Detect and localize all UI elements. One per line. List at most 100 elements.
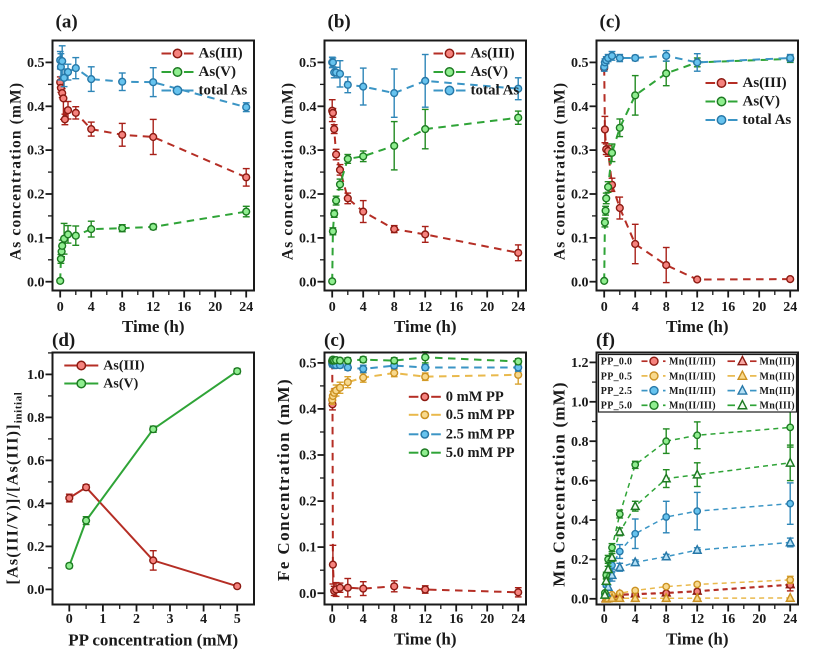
svg-text:8: 8 xyxy=(663,612,670,627)
svg-text:8: 8 xyxy=(119,300,126,315)
svg-text:16: 16 xyxy=(449,300,463,315)
svg-text:0.0: 0.0 xyxy=(571,275,589,290)
svg-text:As concentration (mM): As concentration (mM) xyxy=(280,82,297,260)
svg-text:PP_0.5: PP_0.5 xyxy=(601,371,633,382)
svg-text:Mn(II/III): Mn(II/III) xyxy=(669,371,716,382)
svg-text:16: 16 xyxy=(721,300,735,315)
svg-text:0.2: 0.2 xyxy=(27,188,45,203)
svg-text:8: 8 xyxy=(391,300,398,315)
svg-text:0.4: 0.4 xyxy=(571,514,589,529)
svg-text:total As: total As xyxy=(471,83,520,99)
svg-text:0.0: 0.0 xyxy=(299,587,317,602)
svg-text:0: 0 xyxy=(329,612,336,627)
svg-text:As concentration (mM): As concentration (mM) xyxy=(552,82,569,260)
svg-text:0.4: 0.4 xyxy=(571,100,589,115)
svg-text:0.8: 0.8 xyxy=(571,435,589,450)
svg-text:0: 0 xyxy=(329,300,336,315)
svg-text:0.0: 0.0 xyxy=(299,275,317,290)
svg-text:0.8: 0.8 xyxy=(27,411,45,426)
svg-text:0: 0 xyxy=(601,612,608,627)
svg-text:Fe Concentration (mM): Fe Concentration (mM) xyxy=(274,378,293,581)
svg-text:As(III): As(III) xyxy=(103,359,145,374)
svg-text:As(V): As(V) xyxy=(743,94,781,110)
svg-text:0.3: 0.3 xyxy=(299,449,317,464)
svg-text:Time (h): Time (h) xyxy=(122,317,185,336)
svg-text:(c): (c) xyxy=(324,330,345,351)
svg-text:Mn(II/III): Mn(II/III) xyxy=(669,386,716,397)
svg-text:0.0: 0.0 xyxy=(27,583,45,598)
svg-text:20: 20 xyxy=(480,300,494,315)
svg-text:PP_2.5: PP_2.5 xyxy=(601,386,633,397)
svg-text:Mn Concentration (mM): Mn Concentration (mM) xyxy=(549,381,568,587)
svg-text:4: 4 xyxy=(632,612,639,627)
svg-text:4: 4 xyxy=(88,300,95,315)
svg-text:Time (h): Time (h) xyxy=(666,317,729,336)
svg-text:0.4: 0.4 xyxy=(27,497,45,512)
svg-text:Mn(III): Mn(III) xyxy=(760,401,795,412)
svg-text:12: 12 xyxy=(690,612,704,627)
svg-text:0.6: 0.6 xyxy=(27,454,45,469)
svg-text:0.5: 0.5 xyxy=(299,56,317,71)
svg-text:Mn(III): Mn(III) xyxy=(760,357,795,368)
svg-text:0.5: 0.5 xyxy=(571,56,589,71)
svg-text:2: 2 xyxy=(133,612,140,627)
svg-text:8: 8 xyxy=(391,612,398,627)
svg-text:12: 12 xyxy=(146,300,160,315)
svg-text:total As: total As xyxy=(199,83,248,99)
svg-text:As(III): As(III) xyxy=(199,46,243,62)
svg-text:0.3: 0.3 xyxy=(299,144,317,159)
svg-text:PP_5.0: PP_5.0 xyxy=(601,401,633,412)
svg-text:0.2: 0.2 xyxy=(571,188,589,203)
svg-text:0.1: 0.1 xyxy=(299,541,317,556)
svg-text:As(V): As(V) xyxy=(471,64,509,80)
svg-text:PP_0.0: PP_0.0 xyxy=(601,357,633,368)
svg-text:4: 4 xyxy=(360,612,367,627)
svg-text:8: 8 xyxy=(663,300,670,315)
svg-text:As concentration (mM): As concentration (mM) xyxy=(8,82,25,260)
svg-text:(b): (b) xyxy=(328,12,351,33)
svg-text:20: 20 xyxy=(752,612,766,627)
svg-text:24: 24 xyxy=(511,300,525,315)
svg-text:16: 16 xyxy=(721,612,735,627)
svg-text:As(V): As(V) xyxy=(199,64,237,80)
svg-text:3: 3 xyxy=(167,612,174,627)
svg-text:0: 0 xyxy=(57,300,64,315)
svg-text:(a): (a) xyxy=(56,12,78,33)
svg-text:0.2: 0.2 xyxy=(571,553,589,568)
svg-text:5: 5 xyxy=(234,612,241,627)
svg-text:0.5: 0.5 xyxy=(299,357,317,372)
svg-text:Time (h): Time (h) xyxy=(666,630,729,649)
svg-text:0.6: 0.6 xyxy=(571,474,589,489)
svg-text:0 mM PP: 0 mM PP xyxy=(446,389,504,405)
svg-text:4: 4 xyxy=(360,300,367,315)
svg-text:Mn(III): Mn(III) xyxy=(760,386,795,397)
svg-text:1.0: 1.0 xyxy=(27,368,45,383)
svg-text:20: 20 xyxy=(480,612,494,627)
svg-text:1.2: 1.2 xyxy=(571,356,589,371)
svg-text:0.4: 0.4 xyxy=(27,100,45,115)
svg-text:0.3: 0.3 xyxy=(27,144,45,159)
svg-text:Time (h): Time (h) xyxy=(394,630,457,649)
svg-text:16: 16 xyxy=(449,612,463,627)
svg-text:0.0: 0.0 xyxy=(27,275,45,290)
svg-text:20: 20 xyxy=(208,300,222,315)
svg-text:0.1: 0.1 xyxy=(299,232,317,247)
svg-text:12: 12 xyxy=(690,300,704,315)
svg-text:0.4: 0.4 xyxy=(299,100,317,115)
svg-text:0.1: 0.1 xyxy=(27,232,45,247)
svg-text:16: 16 xyxy=(177,300,191,315)
svg-text:24: 24 xyxy=(783,300,797,315)
svg-text:0.3: 0.3 xyxy=(571,144,589,159)
svg-text:12: 12 xyxy=(418,300,432,315)
svg-text:5.0 mM PP: 5.0 mM PP xyxy=(446,445,515,461)
svg-text:As(III): As(III) xyxy=(471,46,515,62)
svg-text:(d): (d) xyxy=(52,330,75,351)
svg-text:4: 4 xyxy=(200,612,207,627)
svg-text:Mn(III): Mn(III) xyxy=(760,371,795,382)
svg-text:24: 24 xyxy=(511,612,525,627)
svg-text:0.4: 0.4 xyxy=(299,403,317,418)
svg-text:0: 0 xyxy=(66,612,73,627)
svg-text:PP concentration (mM): PP concentration (mM) xyxy=(68,631,238,650)
svg-text:As(V): As(V) xyxy=(103,377,138,392)
svg-text:20: 20 xyxy=(752,300,766,315)
